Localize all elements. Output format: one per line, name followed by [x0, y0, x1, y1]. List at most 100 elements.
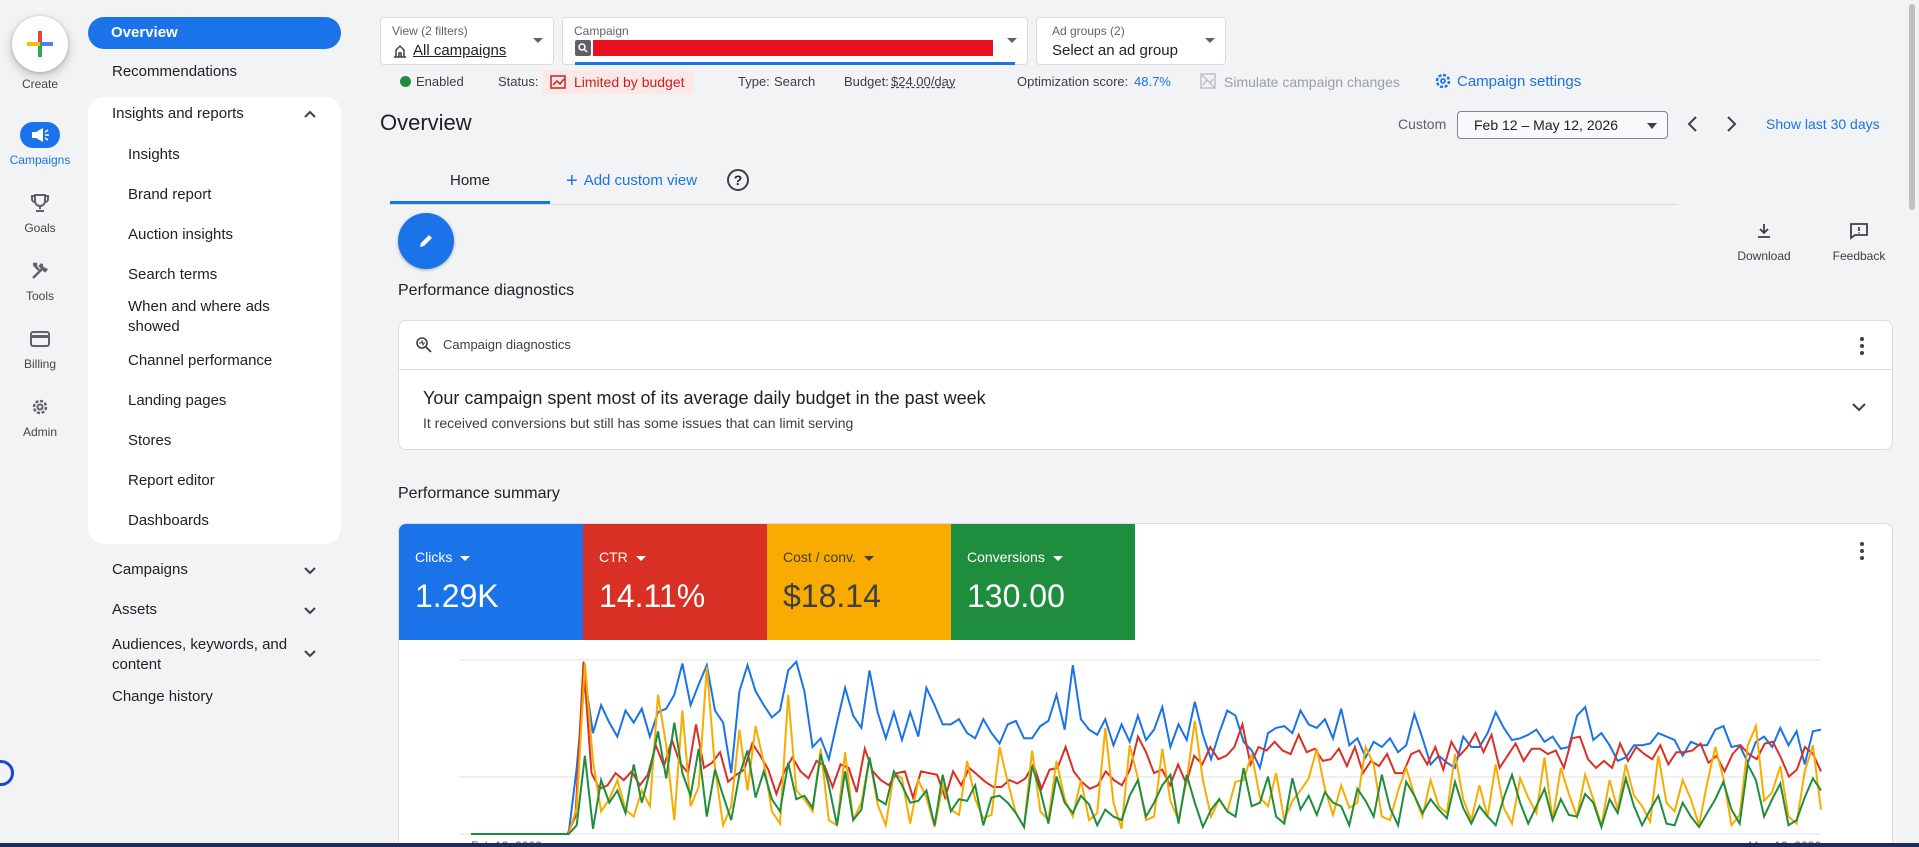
add-custom-view-button[interactable]: + Add custom view — [566, 170, 697, 193]
view-filter-value: All campaigns — [413, 42, 507, 59]
show-last-30-days[interactable]: Show last 30 days — [1766, 116, 1880, 132]
nav-recommendations[interactable]: Recommendations — [112, 63, 238, 80]
download-button[interactable]: Download — [1724, 222, 1804, 263]
nav-report-editor[interactable]: Report editor — [128, 472, 215, 489]
download-label: Download — [1737, 249, 1791, 263]
nav-audiences[interactable]: Audiences, keywords, and content — [112, 636, 288, 673]
trend-icon — [550, 75, 566, 89]
nav-assets[interactable]: Assets — [112, 601, 158, 618]
type-label: Type: — [738, 74, 770, 89]
create-label: Create — [21, 77, 59, 91]
chevron-down-icon[interactable] — [303, 603, 317, 617]
enabled-status[interactable]: Enabled — [416, 74, 464, 89]
rail-label-admin: Admin — [22, 425, 57, 439]
nav-stores[interactable]: Stores — [128, 432, 172, 449]
nav-change-history[interactable]: Change history — [112, 688, 213, 705]
edit-fab-button[interactable] — [398, 213, 454, 269]
summary-title: Performance summary — [398, 485, 560, 502]
adgroups-filter-dropdown[interactable]: Ad groups (2) Select an ad group — [1036, 17, 1226, 65]
campaign-filter-dropdown[interactable]: Campaign — [562, 17, 1028, 65]
diagnostics-title: Performance diagnostics — [398, 282, 575, 299]
expand-chevron-icon[interactable] — [1850, 398, 1868, 416]
card-divider — [399, 369, 1892, 370]
bottom-edge-bar — [0, 843, 1919, 847]
pencil-icon — [420, 235, 432, 247]
nav-when-where[interactable]: When and where ads showed — [128, 298, 270, 335]
nav-insights[interactable]: Insights — [128, 146, 180, 163]
view-filter-dropdown[interactable]: View (2 filters) All campaigns — [380, 17, 554, 65]
simulate-changes[interactable]: Simulate campaign changes — [1224, 74, 1400, 90]
rail-item-tools[interactable]: Tools — [0, 256, 80, 312]
metric-clicks[interactable]: Clicks 1.29K — [399, 524, 583, 640]
enabled-dot-icon — [400, 76, 411, 87]
megaphone-icon — [20, 122, 60, 148]
chevron-down-icon[interactable] — [303, 563, 317, 577]
redacted-campaign-name — [593, 40, 993, 56]
performance-chart: Feb 12, 2026May 12, 2026 — [459, 659, 1822, 847]
building-icon — [394, 44, 406, 58]
page-scrollbar-thumb[interactable] — [1909, 4, 1915, 210]
diagnostics-card: Campaign diagnostics Your campaign spent… — [398, 320, 1893, 450]
optimization-score[interactable]: 48.7% — [1134, 74, 1171, 89]
nav-brand-report[interactable]: Brand report — [128, 186, 212, 203]
add-custom-view-label: Add custom view — [583, 172, 698, 189]
campaign-filter-label: Campaign — [574, 24, 629, 38]
campaign-settings-link[interactable]: Campaign settings — [1457, 73, 1582, 90]
date-range-value: Feb 12 – May 12, 2026 — [1474, 117, 1618, 133]
limited-by-budget-badge[interactable]: Limited by budget — [542, 70, 693, 94]
chart-series-line[interactable] — [471, 661, 1822, 835]
caret-down-icon — [1007, 38, 1017, 43]
nav-campaigns[interactable]: Campaigns — [112, 561, 188, 578]
caret-down-icon — [1205, 38, 1215, 43]
metric-conversions-value: 130.00 — [967, 578, 1065, 614]
gear-icon — [20, 394, 60, 420]
rail-label-billing: Billing — [23, 357, 56, 371]
plus-icon — [27, 31, 53, 57]
nav-landing-pages[interactable]: Landing pages — [128, 392, 227, 409]
feedback-button[interactable]: Feedback — [1819, 222, 1899, 263]
metric-cost-conv-value: $18.14 — [783, 578, 881, 614]
rail-item-billing[interactable]: Billing — [0, 324, 80, 380]
metric-ctr[interactable]: CTR 14.11% — [583, 524, 767, 640]
date-range-picker[interactable]: Feb 12 – May 12, 2026 — [1457, 111, 1668, 139]
download-icon — [1758, 224, 1770, 238]
adgroups-filter-value: Select an ad group — [1052, 42, 1178, 59]
rail-label-tools: Tools — [25, 289, 54, 303]
chart-series-line[interactable] — [471, 659, 1822, 835]
floating-circle-button[interactable] — [0, 760, 14, 786]
campaign-status-row: Enabled Status: Limited by budget Type: … — [0, 70, 1919, 94]
nav-auction-insights[interactable]: Auction insights — [128, 226, 234, 243]
left-rail: Create Campaigns Goals Tools Billing Adm… — [0, 0, 80, 847]
settings-gear-icon — [1435, 73, 1451, 89]
chart-series-line[interactable] — [471, 722, 1822, 835]
nav-search-terms[interactable]: Search terms — [128, 266, 218, 283]
more-vert-icon[interactable] — [1860, 542, 1864, 563]
rail-item-admin[interactable]: Admin — [0, 392, 80, 448]
chevron-down-icon[interactable] — [303, 646, 317, 660]
nav-overview[interactable]: Overview — [88, 17, 341, 49]
tab-home[interactable]: Home — [449, 172, 490, 189]
nav-dashboards[interactable]: Dashboards — [128, 512, 209, 529]
chevron-up-icon[interactable] — [303, 107, 317, 121]
feedback-icon — [1850, 223, 1868, 240]
plus-icon: + — [566, 170, 578, 192]
help-icon[interactable]: ? — [727, 169, 749, 191]
metric-ctr-value: 14.11% — [599, 578, 706, 614]
summary-card: Clicks 1.29K CTR 14.11% Cost / conv. $18… — [398, 523, 1893, 847]
insights-panel: Insights and reports Insights Brand repo… — [88, 97, 341, 544]
adgroups-filter-label: Ad groups (2) — [1052, 24, 1125, 38]
create-button[interactable] — [12, 16, 68, 72]
nav-channel-performance[interactable]: Channel performance — [128, 352, 273, 369]
chevron-left-icon[interactable] — [1681, 112, 1705, 136]
rail-item-campaigns[interactable]: Campaigns — [0, 120, 80, 176]
budget-value[interactable]: $24.00/day — [891, 74, 956, 89]
rail-item-goals[interactable]: Goals — [0, 188, 80, 244]
diagnostics-subtext: It received conversions but still has so… — [423, 415, 854, 431]
nav-insights-section[interactable]: Insights and reports — [112, 105, 244, 122]
chevron-right-icon[interactable] — [1719, 112, 1743, 136]
more-vert-icon[interactable] — [1860, 337, 1864, 358]
custom-label: Custom — [1398, 116, 1447, 132]
metric-cost-conv[interactable]: Cost / conv. $18.14 — [767, 524, 951, 640]
page-scrollbar-track[interactable] — [1905, 0, 1919, 847]
metric-conversions[interactable]: Conversions 130.00 — [951, 524, 1135, 640]
